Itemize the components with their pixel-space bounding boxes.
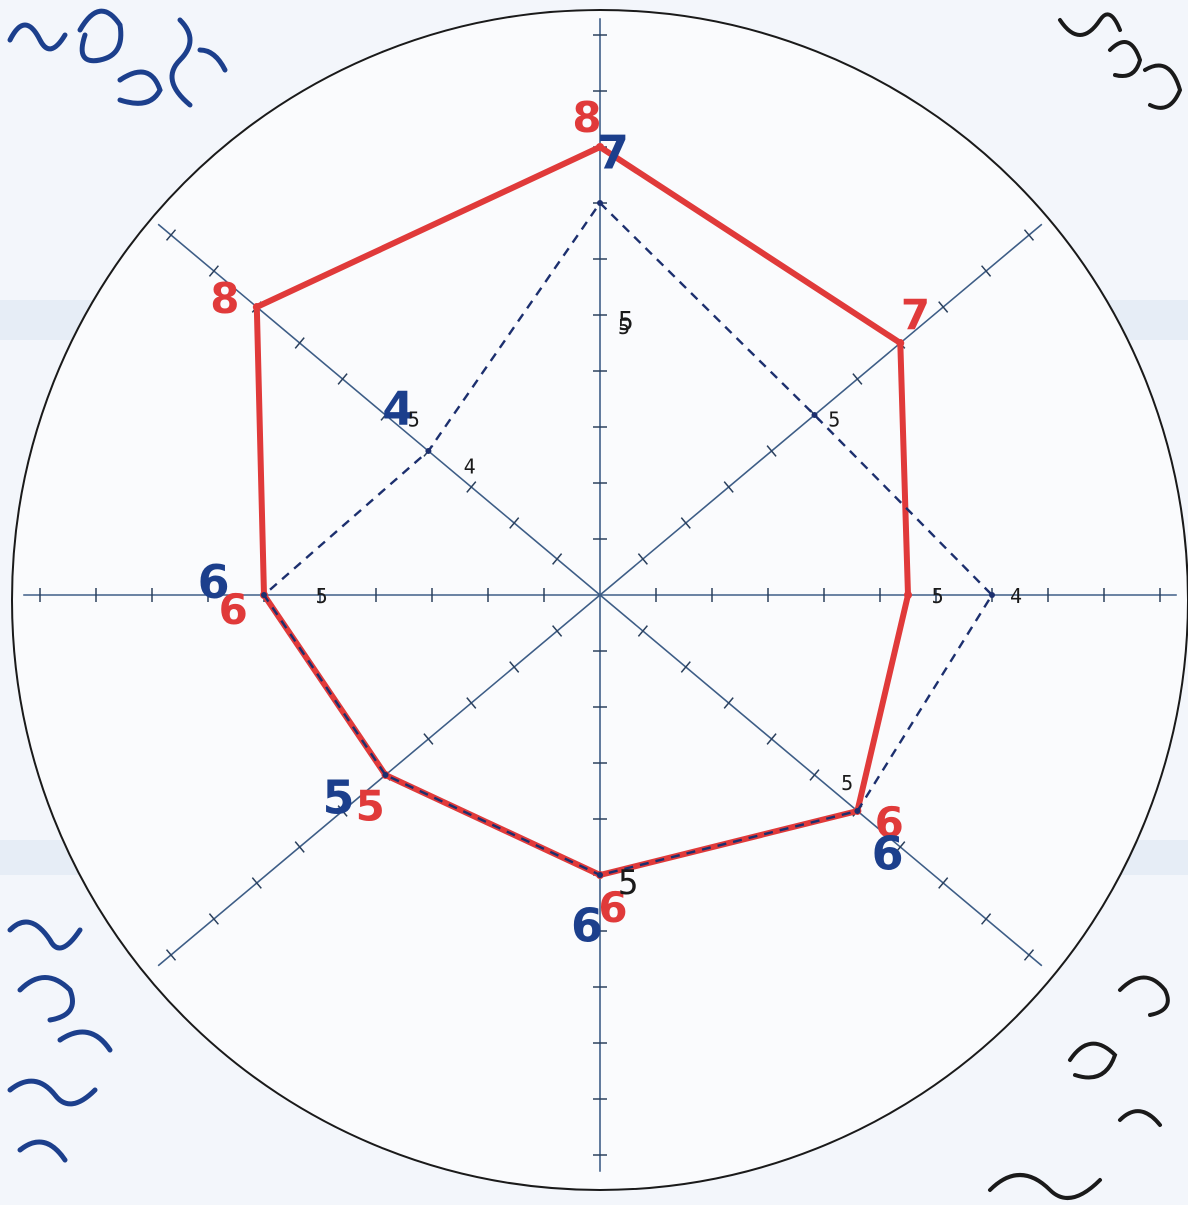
series-1-value-label: 7 bbox=[597, 126, 629, 180]
axis-tick bbox=[165, 949, 177, 961]
axis-tick bbox=[466, 697, 477, 709]
scale-annotation: 4 bbox=[1010, 584, 1022, 608]
series-0-point bbox=[596, 143, 604, 151]
axis-tick bbox=[208, 913, 219, 925]
axis-tick bbox=[1023, 229, 1035, 241]
chart-series-layer bbox=[252, 143, 995, 879]
series-1-point bbox=[261, 592, 267, 598]
axis-tick bbox=[380, 409, 391, 421]
axis-tick bbox=[723, 697, 734, 709]
axis-tick bbox=[852, 373, 863, 385]
scale-annotation: 5 bbox=[828, 408, 840, 432]
series-1-point bbox=[597, 200, 603, 206]
axis-tick bbox=[809, 769, 820, 781]
axis-tick bbox=[251, 877, 262, 889]
margin-scribble-bottom-right bbox=[988, 975, 1170, 1200]
scale-annotation: 5 bbox=[408, 408, 420, 432]
axis-spoke-5 bbox=[157, 594, 601, 967]
series-1-point bbox=[811, 412, 818, 419]
chart-grid bbox=[23, 18, 1177, 1172]
axis-tick bbox=[294, 841, 305, 853]
axis-tick bbox=[981, 913, 992, 925]
scale-annotation: 5 bbox=[932, 584, 944, 608]
series-0-point bbox=[252, 303, 261, 312]
series-1-value-label: 6 bbox=[198, 555, 230, 609]
series-1-point bbox=[854, 807, 861, 814]
series-1-value-label: 5 bbox=[322, 770, 354, 824]
margin-scribble-bottom-left bbox=[7, 919, 113, 1163]
axis-tick bbox=[294, 337, 305, 349]
scale-annotation: 5 bbox=[316, 584, 328, 608]
series-1-value-label: 6 bbox=[872, 826, 904, 880]
axis-tick bbox=[337, 805, 348, 817]
series-0-value-label: 6 bbox=[219, 585, 248, 634]
series-0-value-label: 7 bbox=[901, 290, 930, 339]
axis-spoke-3 bbox=[599, 594, 1043, 967]
axis-tick bbox=[509, 661, 520, 673]
axis-tick bbox=[466, 481, 477, 493]
scale-annotation: 5 bbox=[618, 863, 638, 903]
series-1-value-label: 4 bbox=[382, 382, 414, 436]
axis-tick bbox=[766, 733, 777, 745]
axis-tick bbox=[1023, 949, 1035, 961]
margin-scribble-top-right bbox=[1058, 12, 1183, 110]
axis-tick bbox=[895, 841, 906, 853]
axis-tick bbox=[337, 373, 348, 385]
series-0-point bbox=[896, 339, 905, 348]
axis-tick bbox=[208, 265, 219, 277]
series-1-value-label: 6 bbox=[571, 898, 603, 952]
series-0-value-label: 6 bbox=[598, 883, 627, 932]
axis-spoke-1 bbox=[599, 223, 1043, 596]
series-0-value-label: 6 bbox=[875, 798, 904, 847]
series-0-point bbox=[904, 591, 912, 599]
scale-annotation: 4 bbox=[464, 454, 476, 478]
axis-tick bbox=[981, 265, 992, 277]
axis-tick bbox=[723, 481, 734, 493]
axis-tick bbox=[637, 625, 648, 637]
axis-tick bbox=[509, 517, 520, 529]
axis-tick bbox=[680, 661, 691, 673]
axis-tick bbox=[938, 877, 949, 889]
axis-spoke-7 bbox=[157, 223, 601, 596]
axis-tick bbox=[165, 229, 177, 241]
axis-tick bbox=[680, 517, 691, 529]
series-1-point bbox=[425, 448, 432, 455]
scale-annotation: 5 bbox=[618, 315, 630, 339]
series-1-point bbox=[382, 771, 389, 778]
axis-tick bbox=[766, 445, 777, 457]
scale-mid-label: 5 bbox=[618, 307, 634, 337]
axis-tick bbox=[552, 553, 563, 565]
axis-tick bbox=[552, 625, 563, 637]
series-0-value-label: 8 bbox=[210, 274, 239, 323]
series-0-value-label: 5 bbox=[356, 782, 385, 831]
series-1-point bbox=[989, 592, 995, 598]
margin-scribble-top-left bbox=[7, 8, 228, 108]
scale-annotation: 5 bbox=[841, 771, 853, 795]
axis-tick bbox=[637, 553, 648, 565]
series-1-point bbox=[597, 872, 603, 878]
axis-tick bbox=[938, 301, 949, 313]
series-0-value-label: 8 bbox=[572, 93, 601, 142]
axis-tick bbox=[423, 733, 434, 745]
